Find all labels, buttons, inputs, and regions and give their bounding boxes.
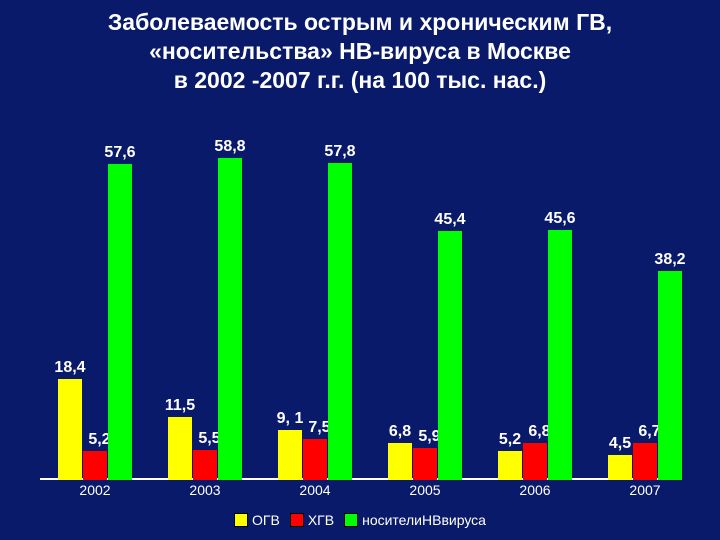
bar: 5,9 (413, 448, 437, 480)
bar-value-label: 45,4 (434, 211, 465, 229)
bar: 57,8 (328, 163, 352, 480)
bar-value-label: 6,8 (389, 423, 411, 441)
bar-group: 11,55,558,8 (166, 158, 244, 480)
legend-label: ОГВ (252, 512, 280, 528)
bar: 58,8 (218, 158, 242, 480)
bar: 5,2 (83, 451, 107, 480)
bar: 57,6 (108, 164, 132, 480)
chart-title: Заболеваемость острым и хроническим ГВ, … (20, 8, 700, 94)
bar-group: 6,85,945,4 (386, 231, 464, 480)
x-tick-label: 2007 (629, 482, 660, 498)
chart-plot: 18,45,257,611,55,558,89, 17,557,86,85,94… (40, 100, 680, 480)
title-line-3: в 2002 -2007 г.г. (на 100 тыс. нас.) (20, 66, 700, 95)
bar-value-label: 4,5 (609, 435, 631, 453)
legend-swatch (344, 513, 358, 527)
x-tick-label: 2006 (519, 482, 550, 498)
legend-item: ОГВ (234, 512, 280, 528)
bar-group: 18,45,257,6 (56, 164, 134, 480)
bar: 45,4 (438, 231, 462, 480)
legend: ОГВ ХГВ носителиНВвируса (30, 512, 690, 528)
legend-item: ХГВ (290, 512, 334, 528)
legend-label: носителиНВвируса (362, 512, 486, 528)
x-tick-label: 2002 (79, 482, 110, 498)
bar: 6,8 (388, 443, 412, 480)
x-axis-line (40, 478, 680, 480)
bar: 6,7 (633, 443, 657, 480)
bar: 4,5 (608, 455, 632, 480)
bar-value-label: 11,5 (165, 397, 195, 415)
bar: 18,4 (58, 379, 82, 480)
bar-value-label: 45,6 (544, 210, 575, 228)
bar: 9, 1 (278, 430, 302, 480)
legend-label: ХГВ (308, 512, 334, 528)
bar: 5,2 (498, 451, 522, 480)
bar-group: 9, 17,557,8 (276, 163, 354, 480)
legend-swatch (290, 513, 304, 527)
x-tick-label: 2005 (409, 482, 440, 498)
bar-group: 5,26,845,6 (496, 230, 574, 480)
bar: 11,5 (168, 417, 192, 480)
x-tick-label: 2004 (299, 482, 330, 498)
bar-value-label: 5,2 (499, 431, 521, 449)
legend-swatch (234, 513, 248, 527)
title-line-1: Заболеваемость острым и хроническим ГВ, (20, 8, 700, 37)
bar-value-label: 18,4 (54, 359, 85, 377)
bar-group: 4,56,738,2 (606, 271, 684, 480)
bar-value-label: 58,8 (214, 138, 245, 156)
bar-value-label: 57,8 (324, 143, 355, 161)
bar-value-label: 57,6 (104, 144, 135, 162)
bar-value-label: 9, 1 (277, 410, 304, 428)
legend-item: носителиНВвируса (344, 512, 486, 528)
bar-value-label: 38,2 (654, 251, 685, 269)
x-axis: 2002 2003 2004 2005 2006 2007 (40, 482, 680, 502)
title-line-2: «носительства» НВ-вируса в Москве (20, 37, 700, 66)
chart-area: 18,45,257,611,55,558,89, 17,557,86,85,94… (30, 100, 690, 530)
bar: 6,8 (523, 443, 547, 480)
slide: Заболеваемость острым и хроническим ГВ, … (0, 0, 720, 540)
x-tick-label: 2003 (189, 482, 220, 498)
bar: 5,5 (193, 450, 217, 480)
bar: 45,6 (548, 230, 572, 480)
bar: 38,2 (658, 271, 682, 480)
bar: 7,5 (303, 439, 327, 480)
